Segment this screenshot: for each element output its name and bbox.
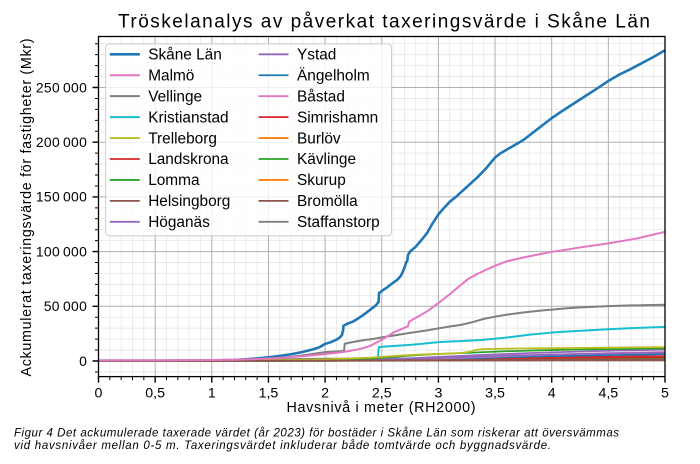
svg-text:1: 1: [208, 386, 216, 402]
svg-text:Havsnivå i meter (RH2000): Havsnivå i meter (RH2000): [287, 400, 476, 416]
svg-text:Ängelholm: Ängelholm: [297, 67, 370, 84]
svg-text:Höganäs: Höganäs: [148, 214, 210, 231]
svg-text:Trelleborg: Trelleborg: [148, 130, 217, 147]
svg-text:Båstad: Båstad: [297, 88, 345, 105]
svg-text:200 000: 200 000: [36, 134, 87, 150]
svg-text:Skåne Län: Skåne Län: [148, 47, 222, 64]
svg-text:0: 0: [79, 353, 87, 369]
svg-text:Skurup: Skurup: [297, 172, 346, 189]
svg-text:100 000: 100 000: [36, 243, 87, 259]
svg-text:250 000: 250 000: [36, 79, 87, 95]
svg-text:3: 3: [434, 386, 442, 402]
svg-text:2,5: 2,5: [372, 386, 392, 402]
svg-text:vid havsnivåer mellan 0-5 m. T: vid havsnivåer mellan 0-5 m. Taxeringsvä…: [14, 440, 551, 452]
svg-text:Ackumulerat taxeringsvärde för: Ackumulerat taxeringsvärde för fastighet…: [19, 39, 35, 377]
svg-text:1,5: 1,5: [259, 386, 279, 402]
svg-text:4,5: 4,5: [598, 386, 618, 402]
svg-text:5: 5: [661, 386, 669, 402]
svg-text:Kristianstad: Kristianstad: [148, 109, 228, 126]
svg-text:Staffanstorp: Staffanstorp: [297, 214, 380, 231]
svg-text:Simrishamn: Simrishamn: [297, 109, 378, 126]
svg-text:Figur 4 Det ackumulerade taxer: Figur 4 Det ackumulerade taxerade värdet…: [14, 427, 619, 439]
svg-text:Kävlinge: Kävlinge: [297, 151, 356, 168]
svg-text:3,5: 3,5: [485, 386, 505, 402]
svg-text:2: 2: [321, 386, 329, 402]
svg-text:Malmö: Malmö: [148, 67, 194, 84]
svg-text:Ystad: Ystad: [297, 47, 336, 64]
svg-text:Lomma: Lomma: [148, 172, 200, 189]
svg-text:4: 4: [548, 386, 556, 402]
svg-text:Bromölla: Bromölla: [297, 193, 358, 210]
svg-text:Landskrona: Landskrona: [148, 151, 229, 168]
svg-text:Burlöv: Burlöv: [297, 130, 341, 147]
svg-text:0: 0: [95, 386, 103, 402]
svg-text:150 000: 150 000: [36, 189, 87, 205]
svg-text:Helsingborg: Helsingborg: [148, 193, 230, 210]
svg-text:50 000: 50 000: [44, 298, 87, 314]
svg-text:Vellinge: Vellinge: [148, 88, 202, 105]
svg-text:0,5: 0,5: [145, 386, 165, 402]
svg-text:Tröskelanalys av påverkat taxe: Tröskelanalys av påverkat taxeringsvärde…: [118, 11, 650, 32]
